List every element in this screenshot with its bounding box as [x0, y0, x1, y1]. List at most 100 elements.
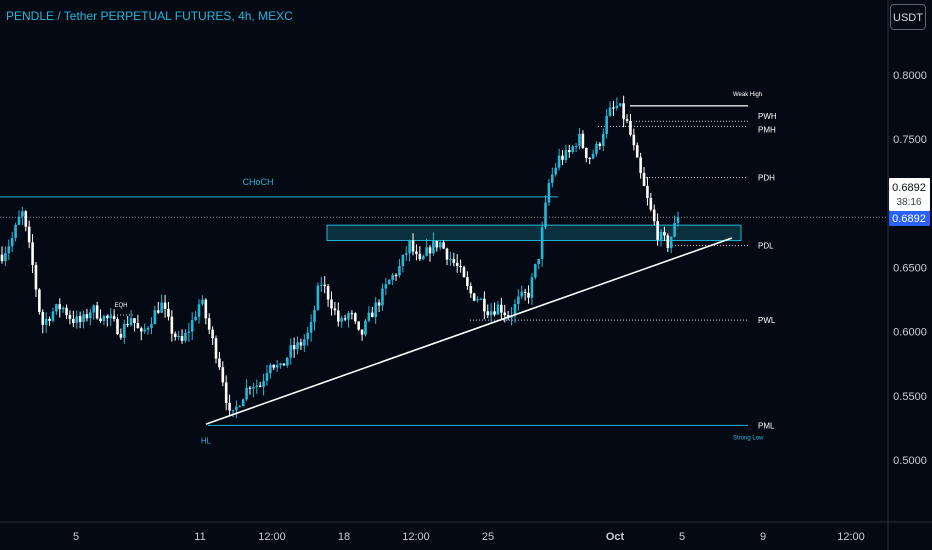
candle-body [303, 339, 306, 346]
level-label-pdl: PDL [758, 242, 774, 251]
candle-body [517, 296, 520, 305]
candle-body [245, 387, 248, 400]
candle-body [493, 311, 496, 315]
time-tick-label: 12:00 [837, 531, 865, 543]
candle-body [646, 185, 649, 198]
time-axis[interactable]: 5 11 12:00 18 12:00 25 Oct 5 9 12:00 [73, 531, 865, 543]
candle-body [343, 318, 347, 320]
trendline [205, 237, 733, 425]
candle-body [323, 284, 327, 287]
candle-body [316, 285, 320, 311]
candle-body [452, 258, 456, 263]
level-label-pmh: PMH [758, 125, 776, 134]
candle-body [381, 288, 384, 306]
time-tick-label: 11 [194, 531, 205, 543]
candle-body [252, 387, 255, 389]
candle-body [605, 115, 608, 134]
candle-body [459, 265, 462, 268]
candle-body [258, 385, 262, 387]
last-price-label: 0.6892 [892, 213, 926, 225]
candle-body [92, 305, 96, 313]
candle-body [455, 262, 459, 266]
candle-body [112, 316, 116, 320]
candle-body [534, 263, 537, 278]
candle-body [68, 315, 72, 319]
candle-body [554, 167, 558, 175]
time-tick-label: Oct [606, 531, 625, 543]
candle-body [190, 320, 194, 332]
candles-layer [0, 95, 680, 419]
candle-body [350, 313, 354, 315]
candle-body [649, 197, 653, 210]
candle-body [173, 333, 177, 337]
candle-body [255, 385, 259, 388]
candle-body [221, 367, 225, 383]
price-tick-label: 0.8000 [893, 70, 927, 82]
candle-body [44, 318, 48, 325]
candle-body [523, 291, 527, 293]
candle-body [102, 315, 106, 321]
candle-body [330, 299, 333, 309]
candle-body [119, 334, 123, 338]
candle-body [109, 316, 113, 319]
candle-body [238, 406, 242, 408]
candle-body [591, 153, 595, 159]
candle-body [428, 247, 432, 254]
candle-body [615, 105, 619, 109]
time-tick-label: 18 [338, 531, 350, 543]
last-price-badge [889, 211, 930, 226]
candle-body [306, 332, 310, 340]
candle-body [418, 253, 422, 260]
choch-label: CHoCH [242, 177, 273, 187]
candle-body [207, 318, 211, 330]
candle-body [116, 319, 119, 335]
candle-body [286, 357, 289, 366]
candle-body [34, 264, 38, 290]
candle-body [347, 313, 350, 320]
candle-body [353, 313, 357, 322]
candle-body [194, 316, 197, 321]
candle-body [48, 318, 51, 321]
price-tick-label: 0.5500 [893, 391, 927, 403]
candle-body [442, 242, 445, 249]
candle-body [384, 284, 388, 289]
candle-body [184, 332, 187, 341]
candle-body [629, 120, 632, 135]
candle-body [652, 209, 656, 222]
candle-body [557, 155, 561, 168]
candle-body [357, 321, 360, 330]
candle-body [584, 147, 588, 158]
candle-body [547, 182, 551, 203]
candle-body [496, 304, 500, 315]
candle-body [146, 327, 150, 330]
candle-body [588, 157, 591, 159]
candle-body [160, 302, 163, 313]
candle-body [204, 299, 208, 319]
candle-body [265, 373, 269, 382]
candle-body [231, 410, 235, 412]
demand-zone-box [326, 224, 742, 242]
currency-button[interactable]: USDT [890, 4, 926, 30]
candle-body [489, 311, 493, 316]
candle-body [500, 304, 503, 313]
candle-body [445, 248, 449, 260]
candle-body [574, 146, 578, 148]
candle-body [673, 223, 676, 237]
candle-body [89, 312, 92, 319]
candle-body [337, 310, 340, 322]
candle-body [462, 267, 466, 278]
candle-body [65, 307, 68, 316]
time-tick-label: 25 [482, 531, 494, 543]
hl-label: HL [201, 436, 212, 445]
countdown-label: 38:16 [896, 197, 921, 208]
price-tick-label: 0.5000 [893, 455, 927, 467]
candle-body [676, 217, 680, 224]
price-axis[interactable]: 0.80000.75000.70000.65000.60000.55000.50… [889, 70, 930, 467]
candle-body [432, 240, 435, 254]
candle-body [75, 316, 79, 323]
candle-body [503, 312, 507, 316]
candle-body [472, 293, 476, 301]
candle-body [601, 133, 605, 146]
